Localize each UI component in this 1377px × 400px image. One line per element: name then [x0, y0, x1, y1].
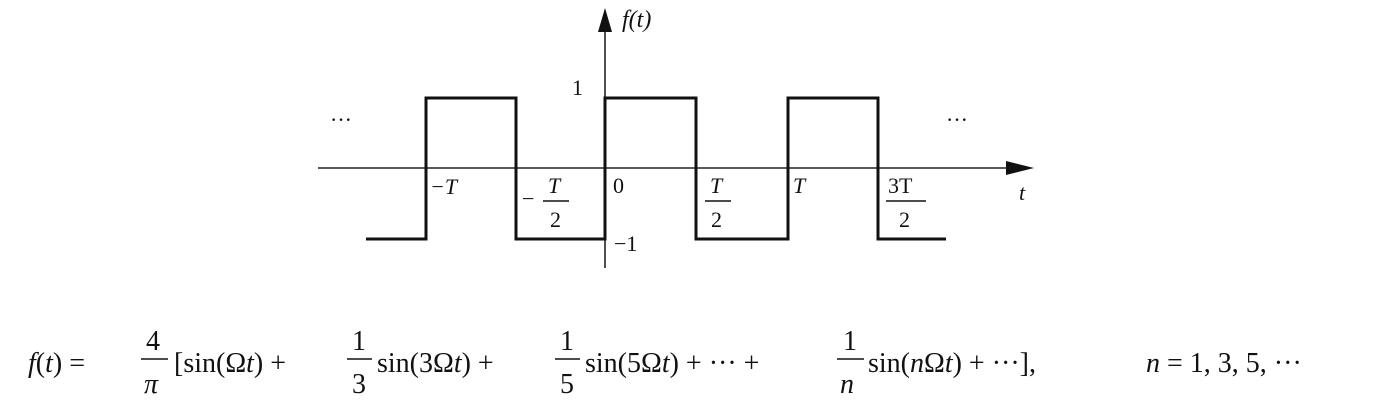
fourier-series-formula: f(t) = 4 π [sin(Ωt) + 1 3 sin(3Ωt) + 1 5… — [28, 326, 1302, 400]
y-axis-arrow-icon — [598, 8, 612, 32]
tick-label-three-half-T-den: 2 — [899, 207, 910, 232]
tick-label-neg-half-T-den: 2 — [550, 207, 561, 232]
formula-tn-num: 1 — [843, 326, 857, 357]
formula-condition: n = 1, 3, 5, ··· — [1146, 348, 1302, 379]
formula-coef-num: 4 — [146, 326, 160, 357]
formula-bracket-open: [sin(Ωt) + — [174, 348, 286, 379]
tick-label-three-half-T-num: 3T — [888, 173, 913, 198]
tick-label-neg-half-T-sign: − — [522, 186, 534, 211]
formula-t1-body: sin(3Ωt) + — [377, 348, 494, 379]
formula-lhs: f(t) = — [28, 348, 85, 379]
tick-label-half-T-num: T — [710, 173, 724, 198]
amplitude-high-label: 1 — [572, 75, 583, 100]
tick-label-half-T-den: 2 — [711, 207, 722, 232]
tick-label-T: T — [793, 173, 807, 198]
x-axis-label: t — [1019, 180, 1026, 205]
formula-t2-body: sin(5Ωt) + ··· + — [585, 348, 759, 379]
left-ellipsis: ··· — [330, 107, 352, 132]
tick-label-neg-T: −T — [430, 174, 459, 199]
formula-t1-num: 1 — [352, 326, 366, 357]
formula-t2-num: 1 — [560, 326, 574, 357]
formula-coef-den: π — [144, 369, 159, 400]
tick-label-zero: 0 — [613, 173, 624, 198]
tick-label-neg-half-T-num: T — [548, 173, 562, 198]
formula-t2-den: 5 — [560, 369, 574, 400]
x-axis-arrow-icon — [1006, 161, 1034, 175]
y-axis-label: f(t) — [622, 7, 651, 33]
amplitude-low-label: −1 — [614, 231, 637, 256]
formula-t1-den: 3 — [352, 369, 366, 400]
right-ellipsis: ··· — [946, 107, 968, 132]
formula-tn-den: n — [840, 369, 854, 400]
square-wave-line — [366, 96, 946, 241]
formula-tn-body: sin(nΩt) + ···], — [868, 348, 1036, 379]
